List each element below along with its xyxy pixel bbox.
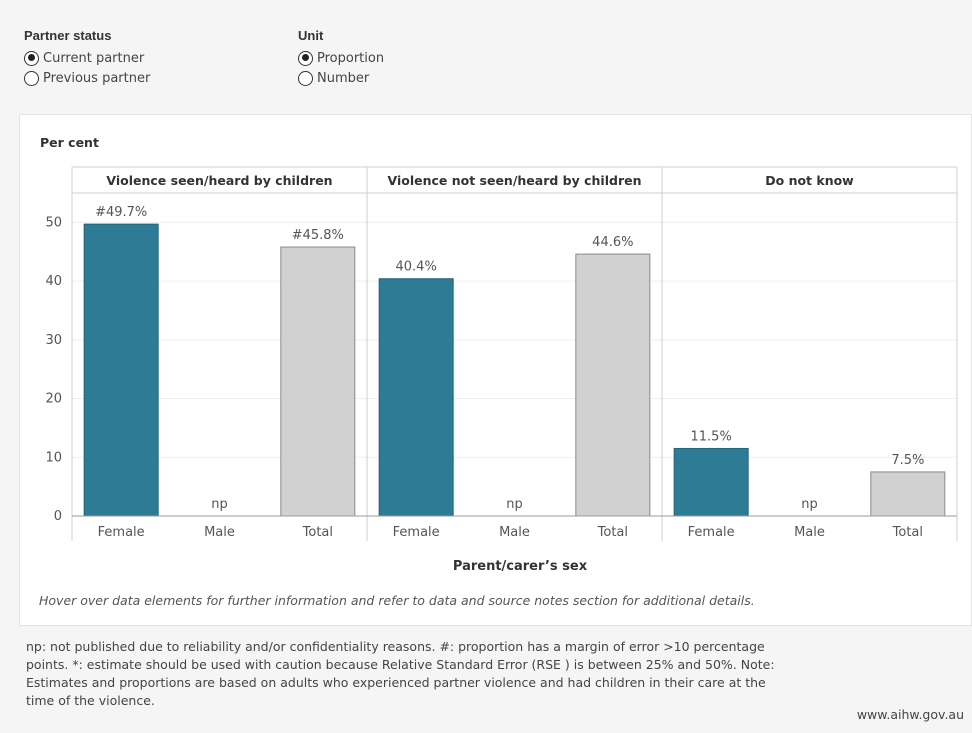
unit-filter: Unit Proportion Number (298, 28, 384, 88)
radio-label: Proportion (317, 50, 385, 66)
partner-status-filter: Partner status Current partner Previous … (24, 28, 150, 88)
x-tick-label: Male (204, 525, 235, 540)
bar (83, 223, 159, 517)
panel-title: Violence seen/heard by children (106, 173, 332, 188)
x-tick-label: Total (302, 525, 333, 540)
x-tick-label: Female (688, 525, 735, 540)
data-label: 44.6% (592, 235, 633, 250)
y-tick-label: 0 (54, 509, 62, 524)
radio-label: Previous partner (43, 70, 151, 86)
bar (673, 447, 749, 517)
x-tick-label: Female (98, 525, 145, 540)
radio-unchecked-icon[interactable] (298, 70, 313, 86)
bar-chart: Per cent 0 10 20 30 40 50 Violence seen/heard b… (40, 135, 958, 574)
y-tick-label: 40 (45, 274, 62, 289)
panel-title: Do not know (765, 173, 854, 188)
x-tick-label: Total (597, 525, 628, 540)
data-label: 11.5% (691, 429, 732, 444)
radio-proportion[interactable]: Proportion (298, 48, 384, 68)
partner-status-title: Partner status (24, 28, 112, 43)
y-tick-label: 10 (45, 450, 62, 465)
data-label: 40.4% (396, 260, 437, 275)
y-tick-label: 50 (45, 215, 62, 230)
x-tick-label: Male (794, 525, 825, 540)
x-tick-label: Male (499, 525, 530, 540)
x-tick-label: Total (892, 525, 923, 540)
radio-number[interactable]: Number (298, 68, 384, 88)
source-link[interactable]: www.aihw.gov.au (856, 707, 964, 722)
data-label: np (801, 497, 818, 512)
radio-previous-partner[interactable]: Previous partner (24, 68, 150, 88)
hover-note: Hover over data elements for further inf… (39, 593, 755, 608)
y-axis-title: Per cent (40, 135, 99, 150)
data-label: np (211, 497, 228, 512)
chart-panel: Per cent 0 10 20 30 40 50 Violence seen/heard b… (19, 114, 972, 626)
data-label: #45.8% (292, 228, 344, 243)
radio-label: Current partner (43, 50, 145, 66)
radio-current-partner[interactable]: Current partner (24, 48, 150, 68)
y-tick-label: 30 (45, 333, 62, 348)
bar (575, 253, 651, 517)
data-label: #49.7% (95, 205, 147, 220)
bar (378, 278, 454, 517)
data-label: 7.5% (891, 453, 924, 468)
bar (870, 471, 946, 517)
x-tick-label: Female (393, 525, 440, 540)
data-label: np (506, 497, 523, 512)
radio-checked-icon[interactable] (298, 50, 313, 66)
bar (280, 246, 356, 517)
footnote: np: not published due to reliability and… (26, 639, 775, 708)
x-axis-title: Parent/carer’s sex (453, 559, 588, 574)
radio-label: Number (317, 70, 370, 86)
panel-title: Violence not seen/heard by children (388, 173, 642, 188)
unit-title: Unit (298, 28, 324, 43)
radio-checked-icon[interactable] (24, 50, 39, 66)
filters: Partner status Current partner Previous … (24, 28, 624, 98)
y-tick-label: 20 (45, 392, 62, 407)
radio-unchecked-icon[interactable] (24, 70, 39, 86)
